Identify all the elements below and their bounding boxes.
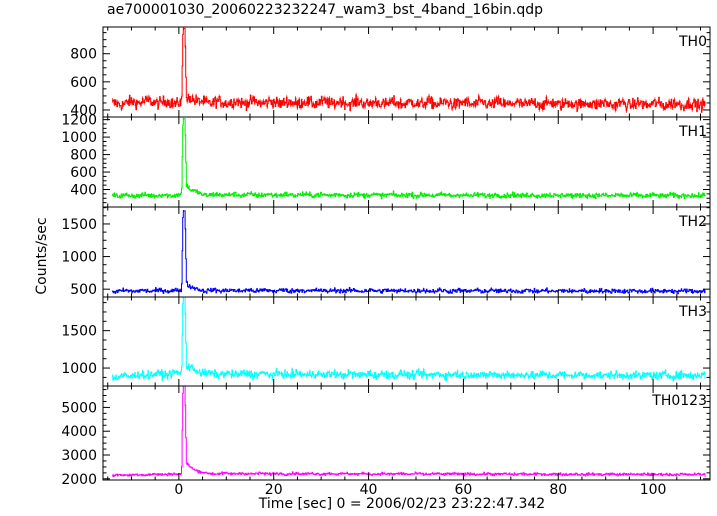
- panel-frame: [102, 385, 711, 481]
- y-tick-label: 2000: [61, 472, 97, 488]
- y-tick-label: 600: [70, 75, 97, 91]
- y-tick-label: 1500: [61, 217, 97, 233]
- y-tick-label: 600: [70, 165, 97, 181]
- x-tick-label: 80: [549, 482, 567, 498]
- y-tick-label: 1000: [61, 361, 97, 377]
- y-tick-label: 1000: [61, 250, 97, 266]
- y-tick-label: 500: [70, 282, 97, 298]
- panel-label-th0123: TH0123: [651, 393, 707, 409]
- y-tick-label: 800: [70, 148, 97, 164]
- y-tick-label: 4000: [61, 424, 97, 440]
- panel-th0: 400 600 800 TH0: [70, 26, 711, 119]
- error-bars-th1: [112, 117, 706, 200]
- error-bars-th0123: [112, 386, 706, 477]
- x-tick-label: 20: [265, 482, 283, 498]
- series-line-th1: [112, 118, 706, 200]
- panel-label-th1: TH1: [678, 124, 707, 140]
- panel-th0123: 2000 3000 4000 5000 TH0123: [61, 385, 711, 488]
- x-tick-label: 0: [174, 482, 183, 498]
- y-tick-label: 1000: [61, 130, 97, 146]
- series-line-th0: [112, 27, 706, 113]
- y-tick-label: 3000: [61, 448, 97, 464]
- y-tick-label: 1200: [61, 113, 97, 129]
- error-bars-th2: [112, 210, 706, 295]
- panel-th3: 1000 1500 TH3: [61, 296, 711, 387]
- panel-label-th3: TH3: [678, 304, 707, 320]
- chart-title: ae700001030_20060223232247_wam3_bst_4ban…: [107, 2, 544, 18]
- panel-label-th0: TH0: [678, 34, 707, 50]
- y-tick-label: 400: [70, 183, 97, 199]
- x-tick-label: 60: [454, 482, 472, 498]
- error-bars-th3: [112, 297, 706, 382]
- y-tick-label: 5000: [61, 400, 97, 416]
- panel-frame: [102, 206, 711, 298]
- series-line-th2: [112, 210, 706, 295]
- y-tick-label: 800: [70, 47, 97, 63]
- series-line-th0123: [112, 386, 706, 478]
- series-line-th3: [112, 297, 706, 382]
- y-tick-label: 1500: [61, 324, 97, 340]
- x-tick-label: 100: [640, 482, 667, 498]
- y-tick-label: 400: [70, 103, 97, 119]
- x-tick-label: 40: [360, 482, 378, 498]
- panel-label-th2: TH2: [678, 214, 707, 230]
- x-axis-label: Time [sec] 0 = 2006/02/23 23:22:47.342: [258, 496, 546, 512]
- panel-th2: 500 1000 1500 TH2: [61, 206, 711, 298]
